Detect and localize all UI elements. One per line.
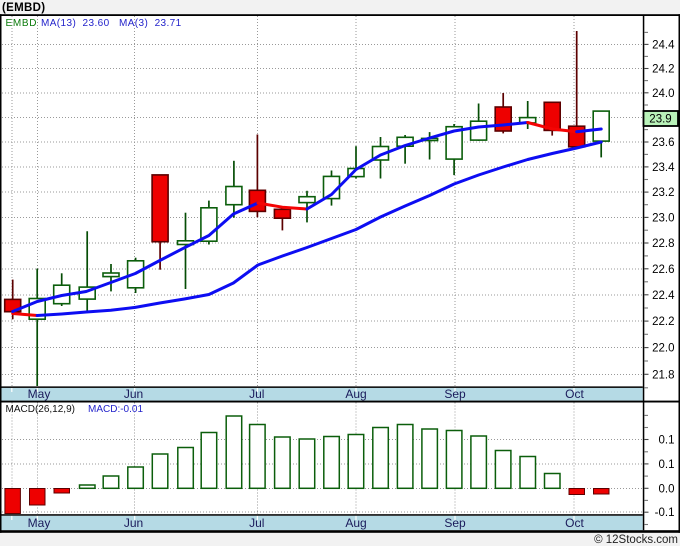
- svg-text:Aug: Aug: [345, 387, 366, 401]
- svg-text:Sep: Sep: [444, 516, 466, 530]
- svg-text:23.0: 23.0: [652, 212, 674, 224]
- svg-text:Oct: Oct: [565, 516, 584, 530]
- svg-text:MA(3) 23.71: MA(3) 23.71: [119, 18, 182, 29]
- svg-text:0.1: 0.1: [659, 435, 675, 447]
- svg-text:Sep: Sep: [444, 387, 466, 401]
- svg-text:Jul: Jul: [249, 516, 264, 530]
- svg-text:23.4: 23.4: [652, 162, 675, 174]
- svg-text:24.0: 24.0: [652, 88, 674, 100]
- svg-text:23.9: 23.9: [649, 114, 671, 126]
- svg-text:Jun: Jun: [124, 387, 143, 401]
- svg-text:22.6: 22.6: [652, 264, 674, 276]
- svg-text:0.1: 0.1: [659, 459, 675, 471]
- svg-text:MACD:-0.01: MACD:-0.01: [88, 404, 143, 415]
- svg-text:22.8: 22.8: [652, 238, 674, 250]
- svg-text:22.0: 22.0: [652, 343, 674, 355]
- svg-text:© 12Stocks.com: © 12Stocks.com: [594, 534, 678, 546]
- svg-text:EMBD: EMBD: [6, 18, 38, 29]
- svg-text:Jun: Jun: [124, 516, 143, 530]
- svg-text:Oct: Oct: [565, 387, 584, 401]
- svg-text:(EMBD): (EMBD): [2, 2, 45, 14]
- svg-text:MACD(26,12,9): MACD(26,12,9): [6, 404, 75, 415]
- svg-text:Jul: Jul: [249, 387, 264, 401]
- svg-text:22.2: 22.2: [652, 316, 674, 328]
- svg-text:Aug: Aug: [345, 516, 366, 530]
- svg-text:21.8: 21.8: [652, 369, 674, 381]
- svg-text:-0.1: -0.1: [655, 507, 675, 519]
- svg-text:May: May: [28, 516, 51, 530]
- svg-text:23.6: 23.6: [652, 137, 674, 149]
- svg-text:0.0: 0.0: [659, 483, 675, 495]
- svg-text:May: May: [28, 387, 51, 401]
- svg-text:22.4: 22.4: [652, 290, 675, 302]
- svg-text:24.2: 24.2: [652, 64, 674, 76]
- svg-text:MA(13) 23.60: MA(13) 23.60: [41, 18, 110, 29]
- svg-text:23.2: 23.2: [652, 187, 674, 199]
- svg-text:24.4: 24.4: [652, 39, 675, 51]
